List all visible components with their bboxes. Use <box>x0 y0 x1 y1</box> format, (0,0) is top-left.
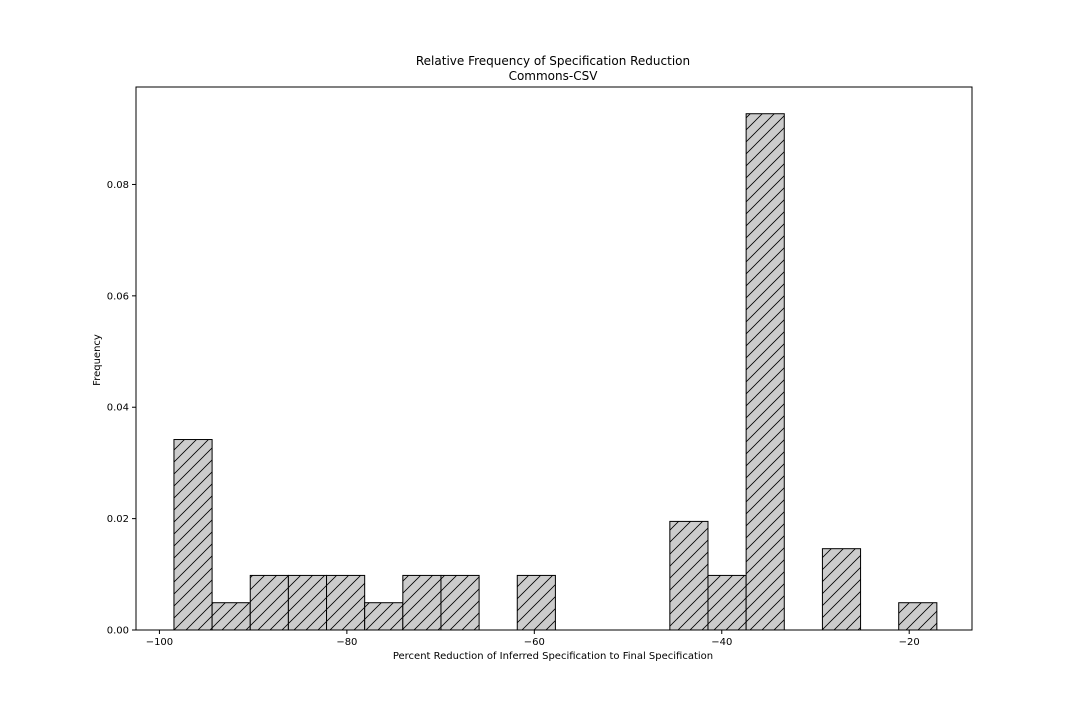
histogram-bar-9 <box>669 520 709 631</box>
x-tick-label-1: −80 <box>336 637 357 648</box>
histogram-bar-3 <box>287 574 328 631</box>
histogram-bar-10 <box>707 574 747 631</box>
x-tick-label-4: −20 <box>899 637 920 648</box>
plot-area-frame <box>135 86 973 631</box>
bars-group <box>173 113 938 631</box>
y-tick-label-4: 0.08 <box>107 180 129 191</box>
histogram-bar-4 <box>326 574 366 631</box>
x-tick-label-2: −60 <box>524 637 545 648</box>
histogram-bar-2 <box>249 574 289 631</box>
histogram-bar-0 <box>173 439 213 631</box>
y-axis-label: Frequency <box>92 334 103 386</box>
x-tick-label-0: −100 <box>146 637 173 648</box>
y-tick-label-1: 0.02 <box>107 514 129 525</box>
chart-title: Relative Frequency of Specification Redu… <box>416 54 690 68</box>
chart-subtitle: Commons-CSV <box>509 69 599 83</box>
histogram-bar-11 <box>745 113 785 631</box>
histogram-bar-1 <box>211 602 251 631</box>
x-axis-ticks: −100 −80 −60 −40 −20 <box>146 630 920 648</box>
y-tick-label-0: 0.00 <box>107 626 129 637</box>
y-tick-label-2: 0.04 <box>107 403 129 414</box>
histogram-bar-8 <box>516 574 556 631</box>
x-axis-label: Percent Reduction of Inferred Specificat… <box>393 651 713 662</box>
histogram-bar-7 <box>440 574 480 631</box>
histogram-bar-5 <box>364 602 404 631</box>
histogram-bar-13 <box>898 602 938 631</box>
x-tick-label-3: −40 <box>711 637 732 648</box>
histogram-bar-6 <box>402 574 442 631</box>
y-tick-label-3: 0.06 <box>107 291 129 302</box>
y-axis-ticks: 0.00 0.02 0.04 0.06 0.08 <box>107 180 136 637</box>
histogram-bar-12 <box>821 548 862 631</box>
